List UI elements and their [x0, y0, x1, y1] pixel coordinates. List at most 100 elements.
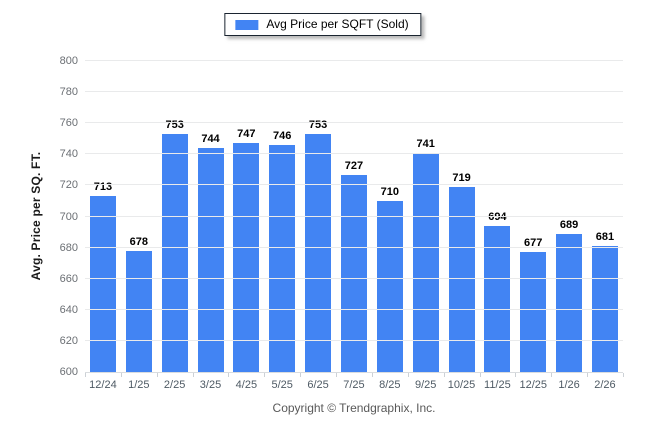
x-tick-label: 10/25 — [447, 379, 476, 391]
bars: 713 12/24 678 1/25 753 2/25 744 3/25 747 4/25 746 5… — [85, 61, 623, 391]
copyright-text: Copyright © Trendgraphix, Inc. — [272, 401, 436, 415]
x-axis-tick — [85, 373, 86, 377]
bar-slot: 719 10/25 — [444, 61, 480, 391]
bar — [233, 143, 260, 372]
bar — [305, 134, 332, 372]
bar — [520, 252, 547, 372]
y-tick-label: 600 — [59, 366, 78, 378]
x-tick-label: 8/25 — [379, 379, 401, 391]
bar — [197, 148, 224, 372]
bar-value-label: 689 — [559, 218, 579, 231]
x-tick-label: 1/26 — [558, 379, 580, 391]
gridline — [85, 308, 623, 310]
gridline — [85, 339, 623, 341]
x-axis-tick — [264, 373, 266, 377]
bar-slot: 747 4/25 — [228, 61, 264, 391]
bar-value-label: 681 — [595, 231, 615, 244]
bar-slot: 741 9/25 — [408, 61, 444, 391]
bar-value-label: 746 — [273, 129, 292, 142]
bar-slot: 753 6/25 — [300, 61, 336, 391]
y-tick-label: 760 — [59, 117, 78, 130]
gridline — [85, 91, 623, 93]
bar-slot: 677 12/25 — [515, 61, 551, 391]
y-tick-label: 620 — [59, 334, 78, 347]
x-axis-tick — [371, 373, 373, 377]
bar-slot: 727 7/25 — [336, 61, 372, 391]
x-tick-label: 3/25 — [199, 379, 222, 391]
x-axis-tick — [192, 373, 194, 377]
bar-value-label: 741 — [416, 137, 435, 150]
x-axis-tick — [120, 373, 122, 377]
x-axis-tick — [623, 373, 624, 377]
gridline — [85, 60, 623, 61]
bar-slot: 678 1/25 — [121, 61, 157, 391]
bar — [125, 250, 152, 372]
bar-value-label: 694 — [488, 210, 507, 223]
x-axis-tick — [587, 373, 589, 377]
bar-value-label: 677 — [524, 237, 543, 250]
gridline — [85, 246, 623, 248]
x-tick-label: 7/25 — [343, 379, 365, 391]
gridline — [85, 184, 623, 186]
bar-slot: 681 2/26 — [587, 61, 623, 391]
x-axis-tick — [551, 373, 553, 377]
y-tick-label: 680 — [59, 241, 78, 254]
bar-value-label: 753 — [165, 119, 184, 132]
x-tick-label: 1/25 — [128, 379, 150, 391]
y-axis-labels: 600 620 640 660 680 700 720 740 760 780 800 — [38, 55, 78, 378]
y-tick-label: 740 — [59, 148, 78, 161]
y-tick-label: 640 — [59, 303, 78, 316]
bar-value-label: 710 — [380, 185, 399, 198]
bar — [161, 134, 188, 372]
bar-value-label: 747 — [237, 128, 256, 141]
bar-value-label: 678 — [129, 235, 148, 248]
x-axis-tick — [407, 373, 409, 377]
x-axis-tick — [336, 373, 338, 377]
x-axis-tick — [515, 373, 517, 377]
x-tick-label: 12/24 — [89, 379, 117, 391]
legend-swatch — [235, 19, 259, 30]
x-axis-tick — [300, 373, 302, 377]
gridline — [85, 215, 623, 217]
gridline — [85, 153, 623, 155]
bar-slot: 744 3/25 — [193, 61, 229, 391]
plot-area: 713 12/24 678 1/25 753 2/25 744 3/25 747 4/25 746 5… — [85, 60, 624, 391]
bar-slot: 694 11/25 — [479, 61, 515, 391]
bar — [448, 186, 475, 372]
bar — [484, 225, 511, 372]
y-tick-label: 660 — [59, 272, 78, 285]
bar — [269, 144, 296, 372]
legend: Avg Price per SQFT (Sold) — [224, 13, 422, 36]
y-tick-label: 720 — [59, 179, 78, 192]
bar — [412, 152, 439, 372]
bar-value-label: 713 — [93, 181, 113, 194]
bar-slot: 689 1/26 — [551, 61, 587, 391]
x-tick-label: 2/26 — [594, 379, 616, 391]
x-axis-tick — [443, 373, 445, 377]
x-axis-tick — [228, 373, 230, 377]
bar-slot: 713 12/24 — [85, 61, 121, 391]
bar-slot: 710 8/25 — [372, 61, 408, 391]
x-axis-tick — [156, 373, 158, 377]
bar-value-label: 727 — [344, 159, 364, 172]
y-tick-label: 700 — [59, 210, 78, 223]
bar — [556, 233, 583, 372]
x-tick-label: 6/25 — [307, 379, 329, 391]
bar — [340, 174, 367, 372]
bar-slot: 753 2/25 — [157, 61, 193, 391]
x-tick-label: 2/25 — [163, 379, 186, 391]
x-tick-label: 12/25 — [519, 379, 547, 391]
bar-value-label: 753 — [308, 119, 328, 132]
x-axis-tick — [479, 373, 481, 377]
bar-value-label: 719 — [452, 171, 471, 184]
x-tick-label: 9/25 — [414, 379, 437, 391]
y-tick-label: 780 — [59, 86, 78, 99]
bar-value-label: 744 — [201, 133, 220, 146]
x-tick-label: 11/25 — [484, 379, 511, 391]
x-tick-label: 4/25 — [235, 379, 258, 391]
gridline — [85, 277, 623, 279]
x-tick-label: 5/25 — [271, 379, 293, 391]
gridline — [85, 122, 623, 124]
y-tick-label: 800 — [59, 55, 78, 67]
